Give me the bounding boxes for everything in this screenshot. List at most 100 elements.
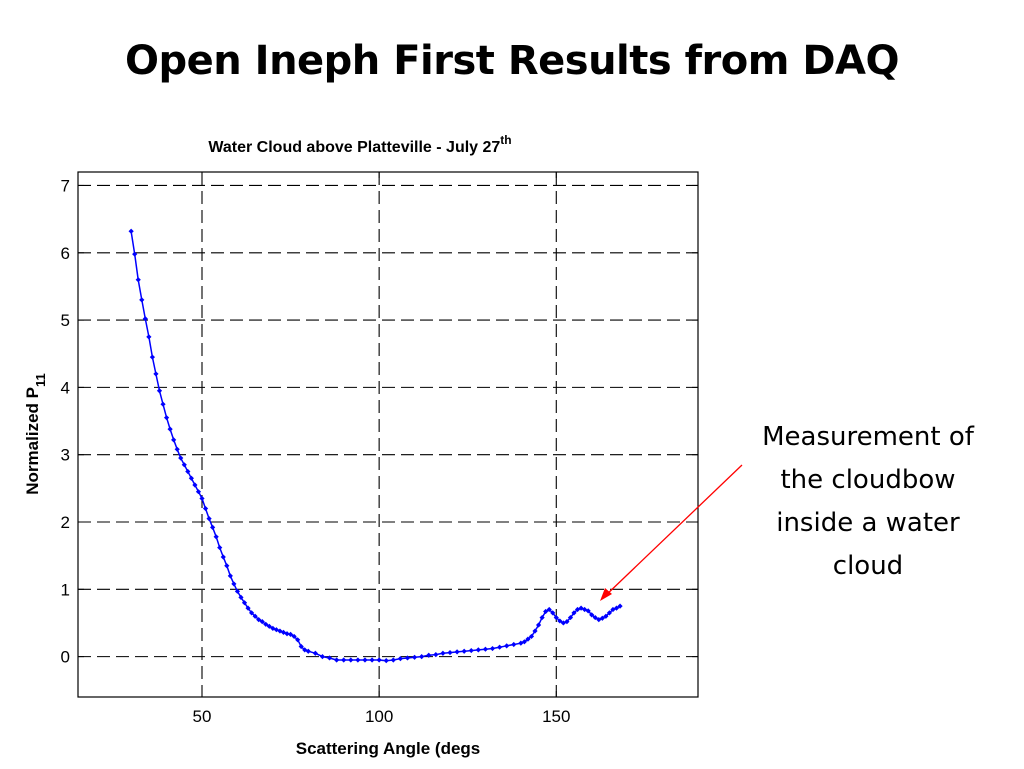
data-point	[482, 646, 489, 652]
data-point	[525, 636, 531, 642]
data-point	[195, 489, 202, 495]
data-point	[411, 654, 418, 660]
data-point	[468, 647, 474, 654]
chart-title: Water Cloud above Platteville - July 27t…	[208, 133, 511, 156]
data-point	[156, 388, 163, 394]
data-point	[355, 657, 361, 663]
data-point	[334, 657, 340, 663]
data-point	[497, 644, 503, 650]
data-point	[149, 354, 155, 360]
data-point	[419, 654, 425, 660]
data-point	[163, 415, 170, 421]
data-point	[574, 606, 581, 613]
data-point	[454, 649, 460, 655]
data-point	[210, 524, 216, 530]
data-point	[341, 657, 347, 663]
data-point	[539, 614, 545, 621]
data-point	[188, 475, 194, 481]
slide-title: Open Ineph First Results from DAQ	[125, 38, 899, 84]
annotation-line-1: Measurement of	[762, 422, 974, 452]
data-point	[383, 658, 389, 664]
data-point	[535, 622, 542, 628]
cloudbow-annotation: Measurement of the cloudbow inside a wat…	[728, 416, 1008, 588]
data-point	[217, 544, 223, 551]
data-point	[263, 621, 269, 627]
data-point	[146, 334, 152, 340]
data-point	[578, 605, 584, 611]
data-point	[564, 619, 570, 625]
annotation-arrowhead	[600, 588, 612, 601]
data-point	[511, 641, 517, 648]
data-point	[589, 612, 595, 618]
data-point	[312, 650, 318, 656]
data-point	[277, 628, 283, 634]
data-point	[305, 648, 311, 654]
x-tick-label: 150	[542, 707, 570, 726]
data-point	[199, 495, 205, 502]
data-point	[220, 554, 226, 560]
data-point	[238, 594, 244, 600]
y-tick-label: 6	[61, 244, 70, 263]
annotation-line-2: the cloudbow	[780, 465, 956, 495]
data-point	[249, 610, 255, 616]
data-point	[348, 657, 354, 663]
y-tick-label: 1	[61, 580, 70, 599]
axes: 50 100 150 0 1 2 3 4 5 6 7	[61, 172, 698, 726]
data-point	[295, 637, 301, 643]
data-point	[440, 650, 446, 656]
chart-title-superscript: th	[500, 133, 511, 147]
series-markers	[128, 228, 623, 664]
data-point	[135, 277, 141, 283]
data-point	[153, 371, 159, 377]
data-point	[139, 297, 145, 303]
data-point	[606, 610, 613, 616]
y-tick-label: 3	[61, 446, 70, 465]
data-point	[185, 468, 191, 475]
y-tick-label: 2	[61, 513, 70, 532]
data-point	[259, 619, 265, 625]
data-point	[128, 228, 134, 234]
data-point	[213, 534, 219, 540]
data-point	[404, 655, 411, 661]
data-point	[617, 603, 623, 609]
data-point	[433, 651, 439, 658]
data-point	[284, 631, 290, 637]
data-point	[426, 652, 432, 658]
data-point	[585, 608, 591, 614]
data-point	[273, 627, 279, 633]
data-point	[518, 640, 524, 646]
y-axis-label: Normalized P11	[23, 373, 48, 494]
data-point	[231, 581, 237, 587]
data-point	[202, 505, 209, 512]
data-point	[546, 606, 552, 613]
data-point	[167, 426, 173, 432]
data-point	[557, 618, 563, 624]
data-point	[171, 437, 177, 443]
y-tick-label: 7	[61, 176, 70, 195]
data-point	[571, 610, 577, 616]
data-point	[270, 625, 276, 631]
data-point	[326, 655, 333, 661]
gridlines	[78, 172, 698, 697]
data-point	[613, 605, 620, 611]
data-point	[376, 657, 382, 663]
data-point	[241, 600, 248, 606]
data-point	[174, 446, 180, 452]
data-point	[603, 613, 609, 619]
data-point	[224, 563, 230, 569]
data-point	[521, 639, 527, 645]
data-point	[560, 620, 566, 626]
data-point	[596, 616, 602, 623]
data-point	[390, 657, 396, 663]
data-point	[362, 657, 368, 663]
data-point	[192, 482, 198, 488]
data-point	[543, 608, 549, 615]
data-point	[397, 656, 403, 662]
data-point	[227, 573, 233, 579]
data-point	[489, 645, 496, 652]
annotation-line-4: cloud	[832, 551, 904, 581]
y-axis-label-subscript: 11	[33, 373, 48, 387]
data-point	[160, 401, 166, 407]
data-point	[266, 623, 272, 629]
